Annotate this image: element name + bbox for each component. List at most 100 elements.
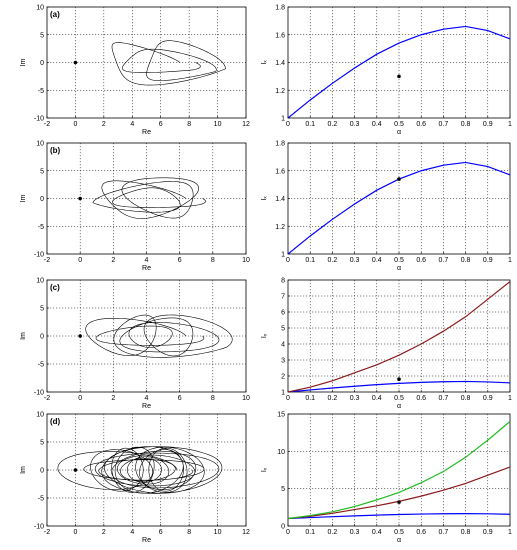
y-tick-label: 1.2 [275,224,285,231]
x-tick-label: 2 [102,529,106,536]
series-group [78,177,206,219]
x-tick-label: 0 [286,395,290,402]
chart-panel-2: -2 0 2 4 6 8 10 -10 -5 0 5 10 Re Im (b) [20,141,250,273]
x-tick-label: 0.4 [372,257,382,264]
x-tick-label: 0.6 [416,395,426,402]
x-tick-label: 0.7 [439,257,449,264]
x-tick-label: 0 [78,395,82,402]
x-tick-label: 0 [73,529,77,536]
series-line-0 [288,25,510,118]
x-tick-label: 1 [508,121,512,128]
y-tick-label: 3 [281,358,285,365]
y-tick-label: -5 [38,88,44,95]
x-tick-label: 0.1 [305,529,315,536]
x-tick-label: 0.8 [461,121,471,128]
marker-point [73,468,78,472]
y-axis-label: Im [20,58,27,66]
x-tick-label: 0.2 [328,529,338,536]
y-axis-label: Im [20,194,27,202]
plot-frame [287,413,511,527]
x-tick-label: 0.7 [439,395,449,402]
x-tick-label: 0.1 [305,257,315,264]
x-tick-label: -2 [44,395,50,402]
y-axis-label: Iₓ [261,60,268,65]
x-tick-label: 2 [111,257,115,264]
y-axis-label: Im [20,332,27,340]
x-tick-label: 0.2 [328,395,338,402]
x-tick-label: 0.3 [350,257,360,264]
y-tick-label: -5 [38,496,44,503]
y-tick-label: -10 [34,390,44,397]
x-tick-label: 4 [130,121,134,128]
panel-label: (a) [50,10,60,19]
y-tick-label: 10 [36,5,44,12]
x-axis-label: Re [142,129,151,136]
panel-label: (d) [50,417,61,426]
x-tick-label: 0 [286,121,290,128]
series-line-0 [111,40,226,86]
y-tick-label: -10 [34,116,44,123]
y-tick-label: 7 [281,294,285,301]
x-axis-label: Re [142,265,151,272]
chart-panel-1: 0 0.1 0.2 0.3 0.4 0.5 0.6 0.7 0.8 0.9 1 1 1.2 1.4 1.6 1… [261,5,512,137]
series-line-2 [288,421,510,520]
x-axis-label: α [397,537,401,544]
x-tick-label: 0 [78,257,82,264]
y-tick-label: -10 [34,524,44,531]
x-axis-label: α [397,129,401,136]
y-tick-label: 1.4 [275,60,285,67]
x-tick-label: 1 [508,529,512,536]
x-tick-label: 0.8 [461,395,471,402]
y-tick-label: 1 [281,252,285,259]
x-tick-label: -2 [44,529,50,536]
y-tick-label: 0 [40,334,44,341]
y-tick-label: 1.4 [275,196,285,203]
x-tick-label: 0.5 [394,529,404,536]
x-tick-label: -2 [44,121,50,128]
x-tick-label: 10 [214,529,222,536]
x-tick-label: 4 [145,257,149,264]
x-tick-label: 10 [242,257,250,264]
x-tick-label: 8 [211,395,215,402]
series-group [288,421,510,520]
marker-point [397,500,401,504]
y-tick-label: 1.8 [275,5,285,12]
marker-point [78,196,82,201]
x-tick-label: 4 [145,395,149,402]
y-tick-label: 6 [281,310,285,317]
y-axis-label: Iₓ [261,467,268,472]
x-tick-label: 0.5 [394,121,404,128]
x-tick-label: 0 [286,529,290,536]
y-tick-label: 1.8 [275,141,285,148]
x-tick-label: 0.9 [483,257,493,264]
chart-panel-5: 0 0.1 0.2 0.3 0.4 0.5 0.6 0.7 0.8 0.9 1 1 2 3 4 5 6 7 8 α Iₓ [261,278,512,411]
panel-label: (c) [50,283,60,292]
series-group [288,25,510,118]
y-axis-label: Im [20,466,27,474]
series-group [57,446,223,494]
y-tick-label: 5 [281,486,285,493]
x-tick-label: 6 [178,395,182,402]
series-group [288,281,510,392]
marker-point [397,377,401,382]
y-tick-label: -5 [38,362,44,369]
x-tick-label: 0.2 [328,121,338,128]
y-tick-label: -10 [34,252,44,259]
x-tick-label: 1 [508,257,512,264]
x-tick-label: 0.1 [305,395,315,402]
x-tick-label: 0.9 [483,529,493,536]
chart-panel-4: -2 0 2 4 6 8 10 -10 -5 0 5 10 Re Im (c) [20,278,250,411]
y-tick-label: 0 [281,524,285,531]
chart-panel-0: -2 0 2 4 6 8 10 12 -10 -5 0 5 10 Re Im (a) [20,5,250,137]
x-tick-label: 2 [111,395,115,402]
x-tick-label: 0 [286,257,290,264]
x-tick-label: 12 [242,121,250,128]
y-tick-label: 1 [281,116,285,123]
x-axis-label: α [397,265,401,272]
y-axis-label: Iₓ [261,333,268,338]
x-tick-label: 4 [130,529,134,536]
y-tick-label: 0 [40,60,44,67]
x-tick-label: 0.3 [350,529,360,536]
y-tick-label: 10 [36,412,44,419]
